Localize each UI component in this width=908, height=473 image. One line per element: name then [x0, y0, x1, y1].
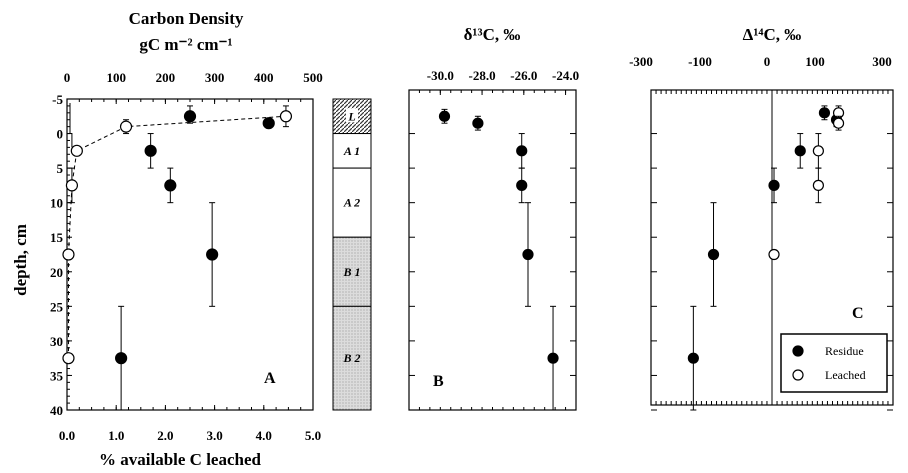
- legend-label: Residue: [825, 344, 864, 358]
- bottom-tick-label: 1.0: [108, 428, 124, 443]
- top-tick-label: -100: [688, 54, 712, 69]
- y-tick-label: 30: [50, 334, 63, 349]
- open-data-point: [63, 249, 74, 260]
- panel-a-x-axis-label: % available C leached: [99, 450, 262, 469]
- open-data-point: [813, 146, 823, 156]
- panel-b: -30.0 -28.0 -26.0 -24.0 B: [409, 68, 579, 410]
- bottom-tick-label: 4.0: [256, 428, 272, 443]
- y-tick-label: -5: [52, 92, 63, 107]
- panel-letter-b: B: [433, 373, 444, 390]
- filled-data-point: [263, 118, 274, 129]
- filled-data-point: [523, 250, 533, 260]
- top-tick-label: 300: [205, 70, 225, 85]
- open-data-point: [280, 111, 291, 122]
- bottom-tick-label: 0.0: [59, 428, 75, 443]
- filled-data-point: [548, 353, 558, 363]
- top-tick-label: 300: [872, 54, 892, 69]
- horizon-label: B 2: [342, 351, 360, 365]
- y-tick-label: 25: [50, 299, 64, 314]
- top-tick-label: 200: [156, 70, 176, 85]
- filled-data-point: [688, 353, 698, 363]
- soil-horizon-column: L A 1 A 2 B 1 B 2: [333, 99, 371, 410]
- y-tick-label: 40: [50, 403, 63, 418]
- filled-data-point: [709, 250, 719, 260]
- leached-trend-dashed-line: [68, 116, 285, 358]
- top-tick-label: -30.0: [427, 68, 454, 83]
- top-tick-label: 0: [64, 70, 71, 85]
- open-data-point: [769, 250, 779, 260]
- top-tick-label: 400: [254, 70, 274, 85]
- filled-data-point: [439, 111, 449, 121]
- panel-a-frame: [67, 99, 313, 410]
- filled-data-point: [517, 146, 527, 156]
- bottom-tick-label: 2.0: [157, 428, 173, 443]
- filled-data-point: [116, 353, 127, 364]
- panel-c-title: Δ¹⁴C, ‰: [743, 25, 802, 44]
- legend-marker-filled: [793, 346, 803, 356]
- profile-step-line: [70, 103, 72, 147]
- panel-c: -300 -100 0 100 300 C Residue Leached: [629, 54, 893, 410]
- panel-a-title-line2: gC m⁻² cm⁻¹: [139, 35, 232, 54]
- top-tick-label: 500: [303, 70, 323, 85]
- legend-label: Leached: [825, 368, 866, 382]
- horizon-label: B 1: [342, 265, 360, 279]
- y-tick-label: 35: [50, 368, 64, 383]
- top-tick-label: -24.0: [552, 68, 579, 83]
- filled-data-point: [795, 146, 805, 156]
- bottom-tick-label: 5.0: [305, 428, 321, 443]
- legend-box: [781, 334, 887, 392]
- legend-marker-open: [793, 370, 803, 380]
- horizon-label: A 2: [343, 196, 360, 210]
- filled-data-point: [165, 180, 176, 191]
- panel-a-title-line1: Carbon Density: [129, 9, 244, 28]
- open-data-point: [834, 118, 844, 128]
- open-data-point: [71, 145, 82, 156]
- open-data-point: [66, 180, 77, 191]
- top-tick-label: 100: [106, 70, 126, 85]
- filled-data-point: [145, 145, 156, 156]
- panel-letter-c: C: [852, 305, 864, 322]
- top-tick-label: -26.0: [510, 68, 537, 83]
- top-tick-label: -28.0: [469, 68, 496, 83]
- y-tick-label: 20: [50, 265, 63, 280]
- panel-a-y-axis-label: depth, cm: [11, 224, 30, 296]
- filled-data-point: [769, 180, 779, 190]
- panel-letter-a: A: [264, 370, 276, 387]
- top-tick-label: 100: [805, 54, 825, 69]
- filled-data-point: [473, 118, 483, 128]
- y-tick-label: 0: [57, 127, 64, 142]
- filled-data-point: [517, 180, 527, 190]
- horizon-label: A 1: [343, 144, 360, 158]
- bottom-tick-label: 3.0: [206, 428, 222, 443]
- y-tick-label: 5: [57, 161, 64, 176]
- panel-b-title: δ¹³C, ‰: [464, 25, 521, 44]
- filled-data-point: [207, 249, 218, 260]
- horizon-label: L: [347, 109, 355, 123]
- filled-data-point: [819, 108, 829, 118]
- y-tick-label: 15: [50, 230, 64, 245]
- open-data-point: [121, 121, 132, 132]
- filled-data-point: [185, 111, 196, 122]
- open-data-point: [813, 180, 823, 190]
- y-tick-label: 10: [50, 196, 63, 211]
- open-data-point: [63, 353, 74, 364]
- top-tick-label: 0: [764, 54, 771, 69]
- top-tick-label: -300: [629, 54, 653, 69]
